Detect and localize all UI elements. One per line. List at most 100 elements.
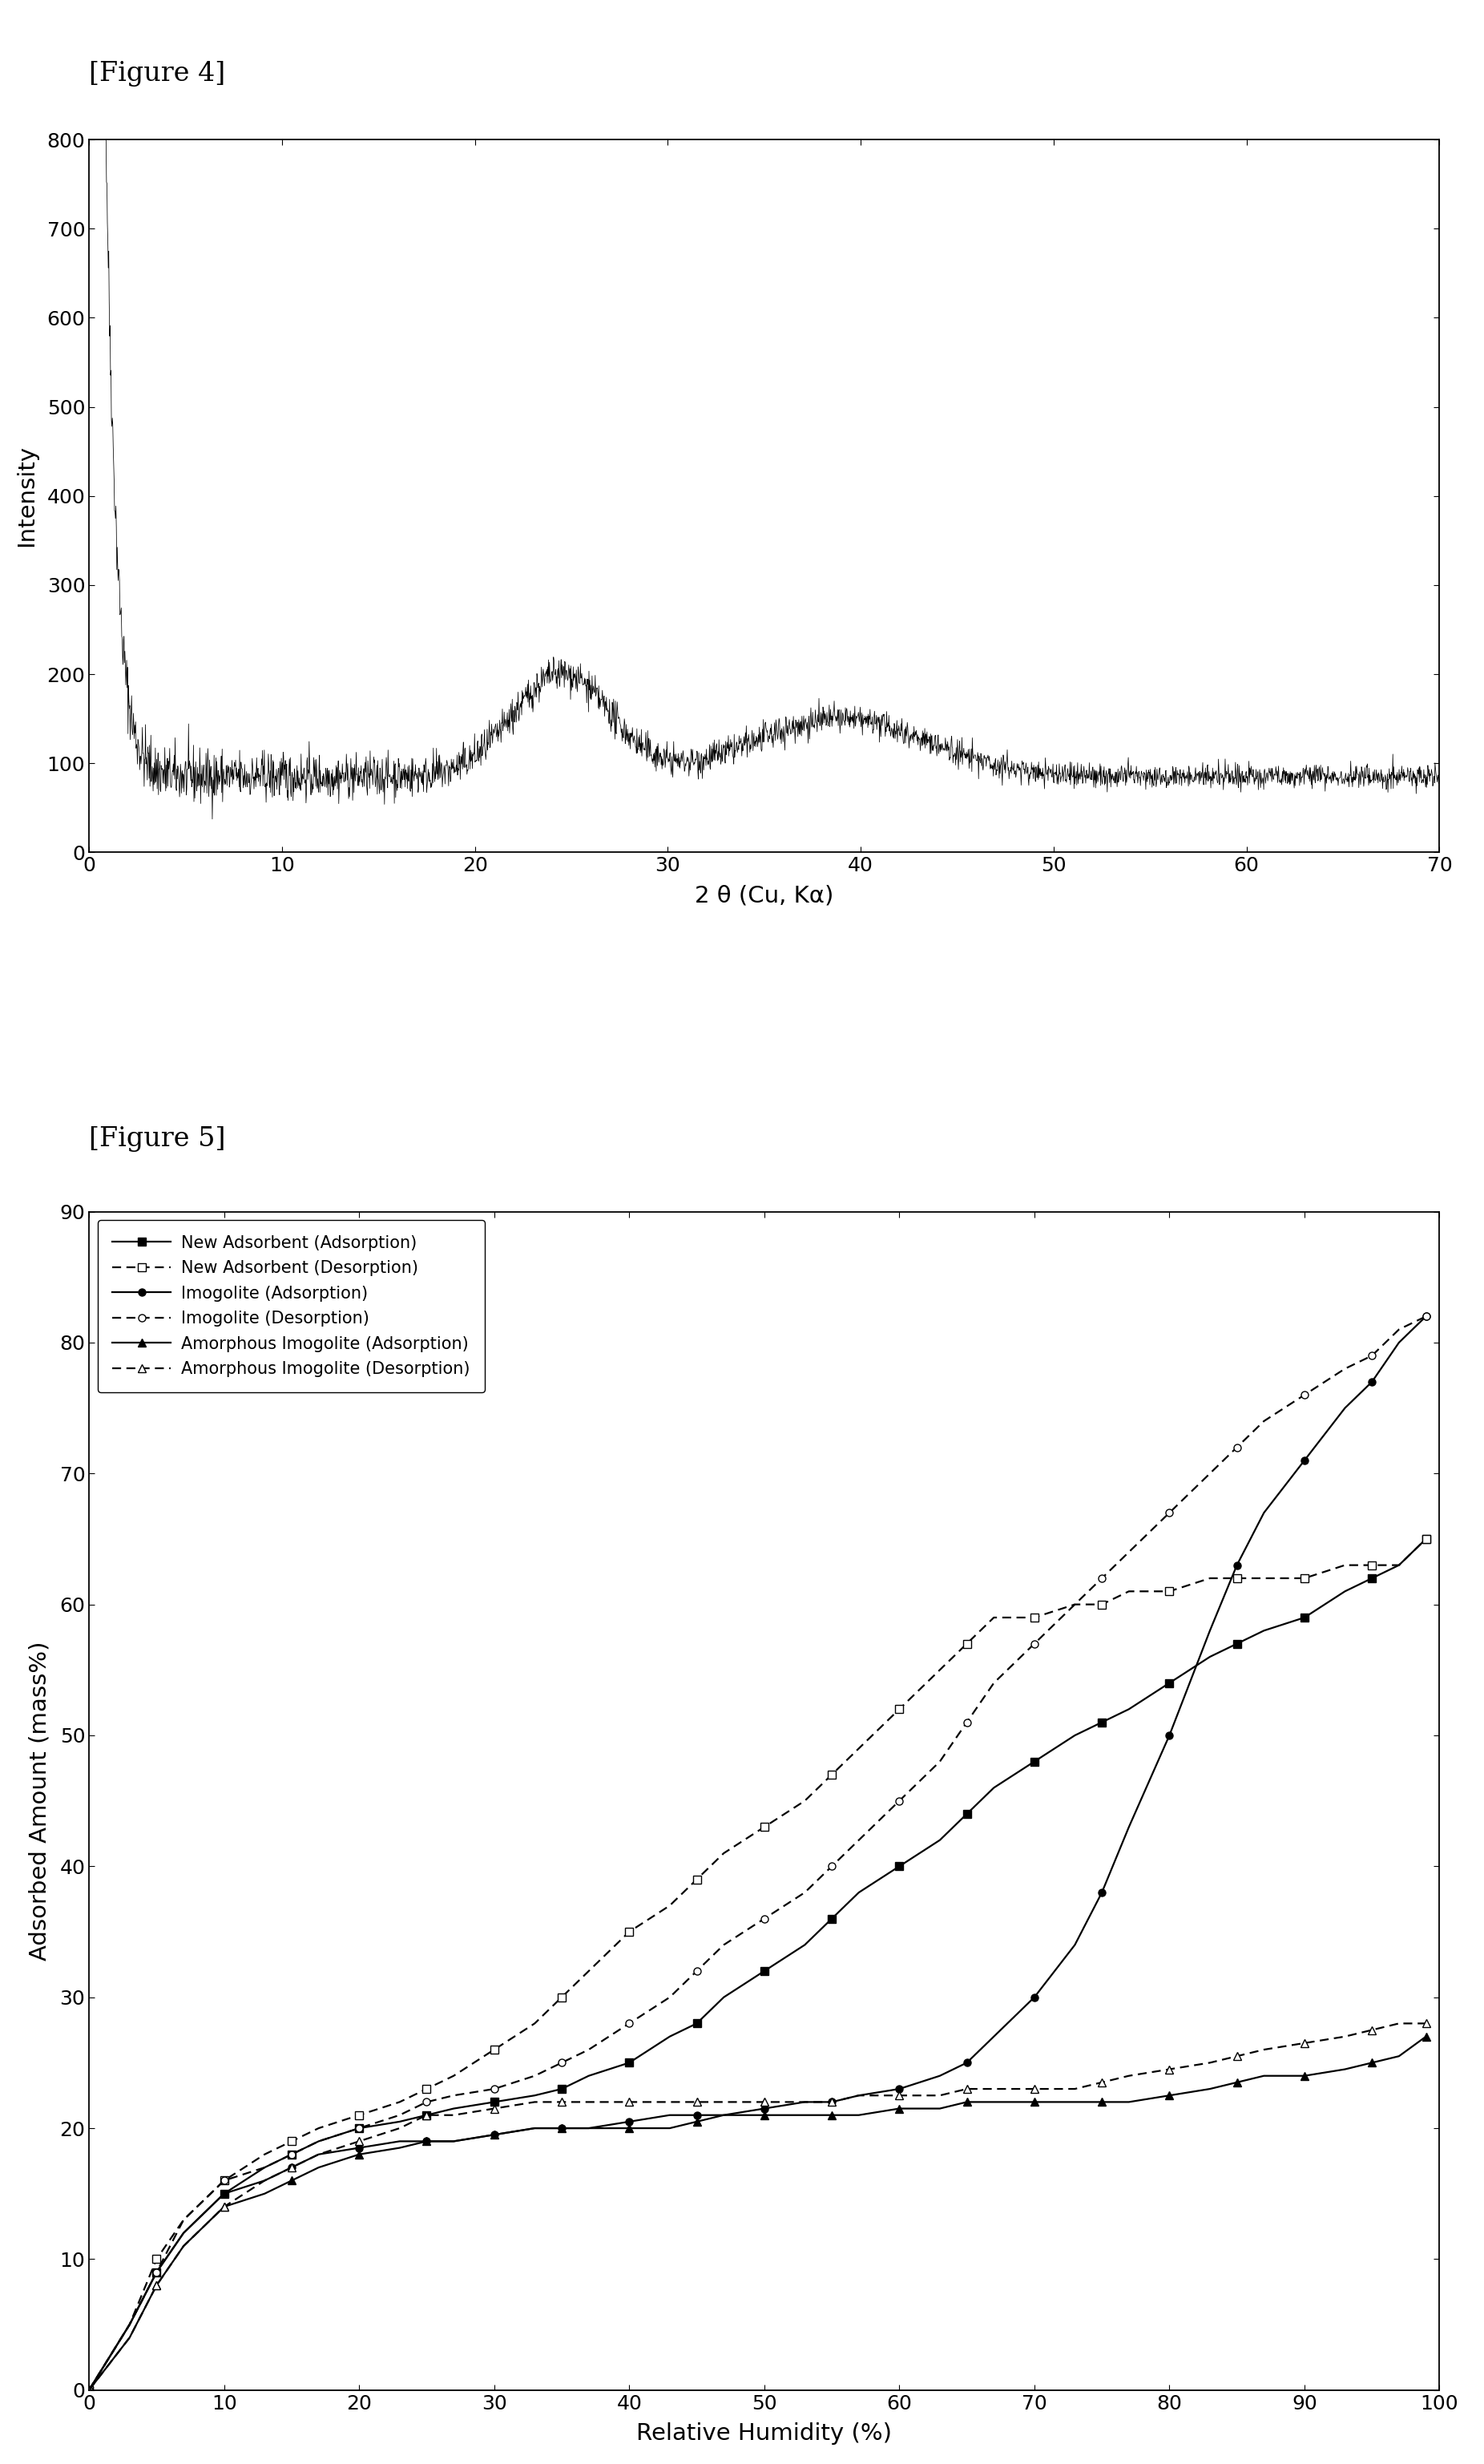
New Adsorbent (Desorption) <box>1229 1565 1247 1594</box>
Amorphous Imogolite (Desorption) <box>1417 2008 1435 2038</box>
New Adsorbent (Adsorption) <box>554 2075 571 2104</box>
New Adsorbent (Adsorption) <box>620 2048 638 2077</box>
New Adsorbent (Adsorption) <box>1025 1747 1043 1777</box>
New Adsorbent (Desorption) <box>120 2309 138 2338</box>
Imogolite (Adsorption) <box>580 2114 598 2144</box>
Amorphous Imogolite (Adsorption) <box>525 2114 543 2144</box>
Imogolite (Adsorption) <box>1417 1301 1435 1331</box>
Amorphous Imogolite (Adsorption) <box>1160 2080 1178 2109</box>
Imogolite (Adsorption) <box>148 2257 166 2287</box>
Amorphous Imogolite (Desorption) <box>1336 2023 1353 2053</box>
Amorphous Imogolite (Adsorption) <box>755 2099 773 2129</box>
Line: Amorphous Imogolite (Desorption): Amorphous Imogolite (Desorption) <box>86 2020 1429 2393</box>
Imogolite (Desorption) <box>350 2114 368 2144</box>
Amorphous Imogolite (Desorption) <box>418 2099 436 2129</box>
New Adsorbent (Desorption) <box>1025 1602 1043 1631</box>
Amorphous Imogolite (Desorption) <box>795 2087 813 2117</box>
New Adsorbent (Adsorption) <box>1160 1668 1178 1698</box>
Amorphous Imogolite (Desorption) <box>985 2075 1003 2104</box>
Imogolite (Desorption) <box>485 2075 503 2104</box>
New Adsorbent (Desorption) <box>660 1890 678 1919</box>
Amorphous Imogolite (Desorption) <box>255 2166 273 2195</box>
Imogolite (Adsorption) <box>485 2119 503 2149</box>
Amorphous Imogolite (Adsorption) <box>660 2114 678 2144</box>
Imogolite (Adsorption) <box>445 2126 463 2156</box>
New Adsorbent (Desorption) <box>1160 1577 1178 1607</box>
Amorphous Imogolite (Adsorption) <box>689 2107 706 2136</box>
Imogolite (Adsorption) <box>985 2023 1003 2053</box>
Amorphous Imogolite (Desorption) <box>580 2087 598 2117</box>
Imogolite (Desorption) <box>310 2126 328 2156</box>
Amorphous Imogolite (Desorption) <box>959 2075 976 2104</box>
New Adsorbent (Adsorption) <box>890 1850 908 1880</box>
Amorphous Imogolite (Adsorption) <box>1120 2087 1138 2117</box>
New Adsorbent (Adsorption) <box>959 1799 976 1828</box>
Imogolite (Adsorption) <box>1025 1984 1043 2013</box>
Text: [Figure 4]: [Figure 4] <box>89 62 226 86</box>
Imogolite (Adsorption) <box>1160 1720 1178 1749</box>
New Adsorbent (Desorption) <box>959 1629 976 1658</box>
Imogolite (Desorption) <box>1391 1316 1408 1345</box>
New Adsorbent (Desorption) <box>525 2008 543 2038</box>
Imogolite (Adsorption) <box>689 2099 706 2129</box>
New Adsorbent (Desorption) <box>824 1759 841 1789</box>
Amorphous Imogolite (Desorption) <box>620 2087 638 2117</box>
Imogolite (Adsorption) <box>890 2075 908 2104</box>
New Adsorbent (Desorption) <box>755 1811 773 1841</box>
Imogolite (Adsorption) <box>255 2166 273 2195</box>
Imogolite (Adsorption) <box>755 2094 773 2124</box>
Amorphous Imogolite (Adsorption) <box>959 2087 976 2117</box>
Imogolite (Desorption) <box>255 2154 273 2183</box>
Imogolite (Adsorption) <box>418 2126 436 2156</box>
Amorphous Imogolite (Desorption) <box>485 2094 503 2124</box>
Imogolite (Desorption) <box>824 1850 841 1880</box>
Imogolite (Adsorption) <box>1092 1878 1110 1907</box>
Amorphous Imogolite (Adsorption) <box>580 2114 598 2144</box>
Amorphous Imogolite (Desorption) <box>930 2080 948 2109</box>
Amorphous Imogolite (Adsorption) <box>1229 2067 1247 2097</box>
Amorphous Imogolite (Desorption) <box>1229 2040 1247 2070</box>
Imogolite (Desorption) <box>959 1708 976 1737</box>
New Adsorbent (Adsorption) <box>1255 1616 1273 1646</box>
New Adsorbent (Desorption) <box>80 2375 98 2405</box>
Amorphous Imogolite (Desorption) <box>525 2087 543 2117</box>
Amorphous Imogolite (Adsorption) <box>255 2178 273 2208</box>
Imogolite (Adsorption) <box>1255 1498 1273 1528</box>
Line: Amorphous Imogolite (Adsorption): Amorphous Imogolite (Adsorption) <box>86 2033 1429 2393</box>
Imogolite (Adsorption) <box>80 2375 98 2405</box>
Line: Imogolite (Adsorption): Imogolite (Adsorption) <box>86 1313 1429 2393</box>
Amorphous Imogolite (Desorption) <box>850 2080 868 2109</box>
Imogolite (Desorption) <box>525 2060 543 2089</box>
Imogolite (Desorption) <box>1066 1589 1083 1619</box>
Amorphous Imogolite (Adsorption) <box>824 2099 841 2129</box>
Amorphous Imogolite (Desorption) <box>1296 2028 1313 2057</box>
Amorphous Imogolite (Desorption) <box>215 2193 233 2223</box>
New Adsorbent (Adsorption) <box>850 1878 868 1907</box>
New Adsorbent (Desorption) <box>689 1865 706 1895</box>
Amorphous Imogolite (Adsorption) <box>215 2193 233 2223</box>
Amorphous Imogolite (Desorption) <box>1160 2055 1178 2085</box>
Imogolite (Adsorption) <box>554 2114 571 2144</box>
Imogolite (Adsorption) <box>620 2107 638 2136</box>
Amorphous Imogolite (Adsorption) <box>1025 2087 1043 2117</box>
Imogolite (Desorption) <box>1025 1629 1043 1658</box>
New Adsorbent (Desorption) <box>850 1735 868 1764</box>
New Adsorbent (Adsorption) <box>1066 1720 1083 1749</box>
New Adsorbent (Desorption) <box>580 1956 598 1986</box>
Amorphous Imogolite (Desorption) <box>148 2269 166 2299</box>
Imogolite (Desorption) <box>715 1929 733 1959</box>
Imogolite (Adsorption) <box>525 2114 543 2144</box>
New Adsorbent (Adsorption) <box>445 2094 463 2124</box>
Imogolite (Adsorption) <box>715 2099 733 2129</box>
Imogolite (Adsorption) <box>795 2087 813 2117</box>
Amorphous Imogolite (Adsorption) <box>795 2099 813 2129</box>
New Adsorbent (Adsorption) <box>1229 1629 1247 1658</box>
Amorphous Imogolite (Adsorption) <box>350 2139 368 2168</box>
New Adsorbent (Desorption) <box>445 2060 463 2089</box>
New Adsorbent (Desorption) <box>1092 1589 1110 1619</box>
Line: New Adsorbent (Desorption): New Adsorbent (Desorption) <box>86 1535 1429 2393</box>
Imogolite (Adsorption) <box>350 2134 368 2163</box>
Imogolite (Desorption) <box>1229 1432 1247 1461</box>
Imogolite (Desorption) <box>689 1956 706 1986</box>
Imogolite (Desorption) <box>1160 1498 1178 1528</box>
